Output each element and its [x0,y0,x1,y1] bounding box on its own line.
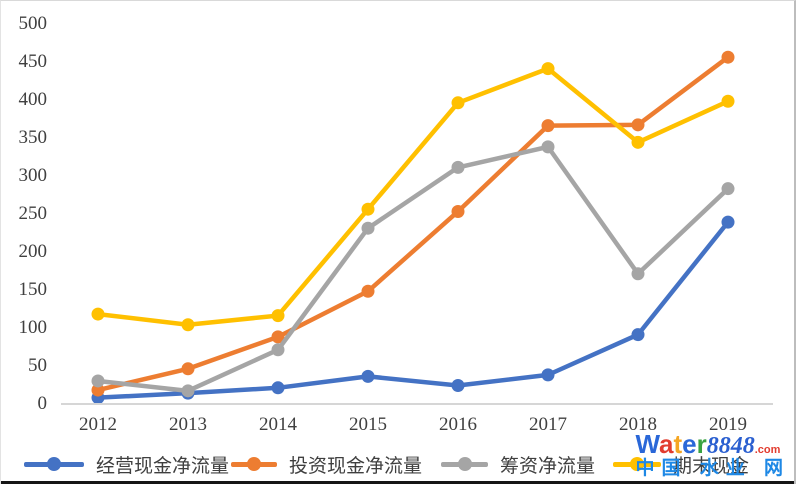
legend-item-1: 投资现金净流量 [231,453,423,477]
data-point-0-2016 [451,379,465,393]
y-tick-label: 400 [18,89,48,110]
bottom-border [1,481,794,484]
legend-item-2: 筹资净流量 [441,453,596,477]
data-point-0-2015 [361,369,375,383]
y-tick-label: 450 [18,51,48,72]
y-tick-label: 150 [18,279,48,300]
x-tick-label: 2019 [709,414,747,435]
watermark-number: 8848 [706,433,755,459]
y-tick-label: 250 [18,203,48,224]
data-point-3-2017 [541,62,555,76]
data-point-2-2017 [541,140,555,154]
watermark-letter: e [682,429,697,459]
data-point-3-2015 [361,202,375,216]
data-point-3-2013 [181,318,195,332]
series-line-2 [95,144,731,394]
legend-label: 期末现金 [673,455,750,477]
watermark-suffix: .com [754,444,781,456]
legend-dot-icon [630,457,644,471]
legend-item-0: 经营现金净流量 [24,453,230,477]
data-point-3-2012 [91,307,105,321]
legend-dot-icon [247,457,261,471]
data-point-1-2015 [361,284,375,298]
legend-dot-icon [47,457,61,471]
data-point-0-2019 [721,215,735,229]
series-line-3 [95,66,731,327]
data-point-1-2017 [541,119,555,133]
x-tick-label: 2012 [79,414,117,435]
watermark-letter: r [696,429,707,459]
watermark-letter: a [659,429,674,459]
legend-item-3: 期末现金 [613,453,750,477]
data-point-2-2019 [721,182,735,196]
y-tick-label: 50 [28,355,47,376]
data-point-0-2014 [271,381,285,395]
data-point-3-2019 [721,94,735,108]
x-axis-line [61,403,773,405]
data-point-3-2018 [631,135,645,149]
legend-marker-icon [24,457,84,471]
legend-label: 筹资净流量 [500,455,596,477]
legend-marker-icon [231,457,277,471]
watermark-word: Water [635,431,706,457]
legend-marker-icon [441,457,488,471]
data-point-2-2015 [361,221,375,235]
data-point-3-2016 [451,96,465,110]
watermark: Water8848.com 中国 水业 网 [635,431,790,478]
data-point-1-2016 [451,204,465,218]
y-tick-label: 350 [18,127,48,148]
watermark-letter: W [635,429,660,459]
data-point-1-2018 [631,118,645,132]
legend-dot-icon [457,457,472,471]
data-point-2-2018 [631,267,645,281]
legend-label: 投资现金净流量 [289,455,423,477]
data-point-2-2013 [181,384,195,398]
y-tick-label: 200 [18,241,48,262]
data-point-3-2014 [271,309,285,323]
data-point-1-2013 [181,362,195,376]
data-point-2-2012 [91,374,105,388]
y-tick-label: 300 [18,165,48,186]
data-point-2-2014 [271,343,285,357]
x-tick-label: 2013 [169,414,207,435]
y-tick-label: 500 [18,13,48,34]
x-tick-label: 2017 [529,414,567,435]
data-point-1-2014 [271,330,285,344]
watermark-logo: Water8848.com [635,431,790,458]
data-point-1-2019 [721,50,735,64]
data-point-0-2017 [541,368,555,382]
y-tick-label: 0 [37,393,48,414]
legend-label: 经营现金净流量 [96,455,230,477]
data-point-0-2018 [631,328,645,342]
series-line-1 [95,54,731,393]
data-point-1-2012 [91,383,105,397]
watermark-letter: t [673,429,683,459]
x-tick-label: 2018 [619,414,657,435]
data-point-2-2016 [451,160,465,174]
watermark-site-name: 中国 水业 网 [635,458,790,479]
y-tick-label: 100 [18,317,48,338]
x-tick-label: 2014 [259,414,297,435]
x-tick-label: 2015 [349,414,387,435]
legend-marker-icon [613,457,661,471]
x-tick-label: 2016 [439,414,477,435]
series-line-0 [95,219,731,400]
